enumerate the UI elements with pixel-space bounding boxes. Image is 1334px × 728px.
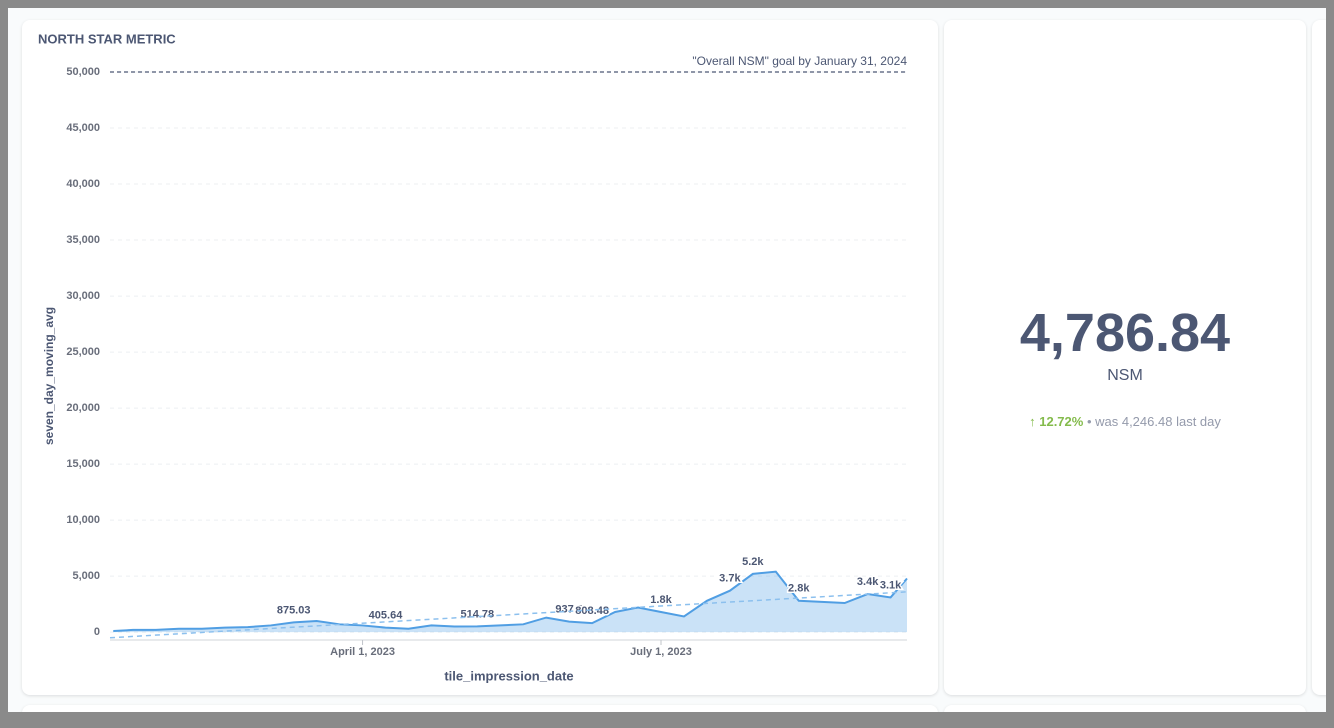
card-below xyxy=(22,705,938,712)
kpi-period: last day xyxy=(1176,414,1221,429)
x-axis-label: tile_impression_date xyxy=(444,668,573,683)
data-label: 5.2k xyxy=(742,556,764,568)
y-tick-label: 45,000 xyxy=(66,122,100,134)
goal-label: "Overall NSM" goal by January 31, 2024 xyxy=(692,54,907,68)
y-tick-label: 50,000 xyxy=(66,66,100,78)
y-tick-label: 30,000 xyxy=(66,290,100,302)
y-tick-label: 35,000 xyxy=(66,234,100,246)
chart-title: NORTH STAR METRIC xyxy=(38,31,176,46)
y-tick-label: 25,000 xyxy=(66,346,100,358)
data-label: 3.4k xyxy=(857,576,879,588)
data-label: 3.7k xyxy=(719,573,741,585)
kpi-label: NSM xyxy=(1107,367,1143,384)
y-tick-label: 10,000 xyxy=(66,514,100,526)
kpi-previous: was 4,246.48 xyxy=(1095,414,1173,429)
data-label: 514.78 xyxy=(461,608,495,620)
kpi-change-value: 12.72% xyxy=(1039,414,1084,429)
data-label: 405.64 xyxy=(369,610,404,622)
kpi-comparison: ↑ 12.72% • was 4,246.48 last day xyxy=(1029,414,1221,429)
series-line xyxy=(113,570,908,633)
y-axis-label: seven_day_moving_avg xyxy=(42,307,56,445)
data-label: 808.48 xyxy=(575,605,609,617)
x-tick-label: July 1, 2023 xyxy=(630,646,692,658)
kpi-change: ↑ 12.72% xyxy=(1029,414,1084,429)
data-label: 937.8 xyxy=(555,604,583,616)
card-below xyxy=(944,705,1306,712)
data-label: 1.8k xyxy=(650,594,672,606)
trend-line xyxy=(109,591,908,639)
data-label: 875.03 xyxy=(277,604,311,616)
x-tick-label: April 1, 2023 xyxy=(330,646,395,658)
y-tick-label: 40,000 xyxy=(66,178,100,190)
y-tick-label: 0 xyxy=(94,626,100,638)
y-tick-label: 20,000 xyxy=(66,402,100,414)
y-tick-label: 15,000 xyxy=(66,458,100,470)
data-label: 2.8k xyxy=(788,583,810,595)
area-fill xyxy=(113,571,907,633)
chart: NORTH STAR METRIC tile_impression_date s… xyxy=(38,31,908,683)
data-label: 3.1k xyxy=(880,579,902,591)
y-tick-label: 5,000 xyxy=(72,570,100,582)
next-card xyxy=(1312,20,1326,695)
dashboard: 4,786.84 NSM ↑ 12.72% • was 4,246.48 las… xyxy=(8,8,1326,712)
kpi-card: 4,786.84 NSM ↑ 12.72% • was 4,246.48 las… xyxy=(944,20,1306,695)
kpi-value: 4,786.84 xyxy=(1019,303,1231,363)
